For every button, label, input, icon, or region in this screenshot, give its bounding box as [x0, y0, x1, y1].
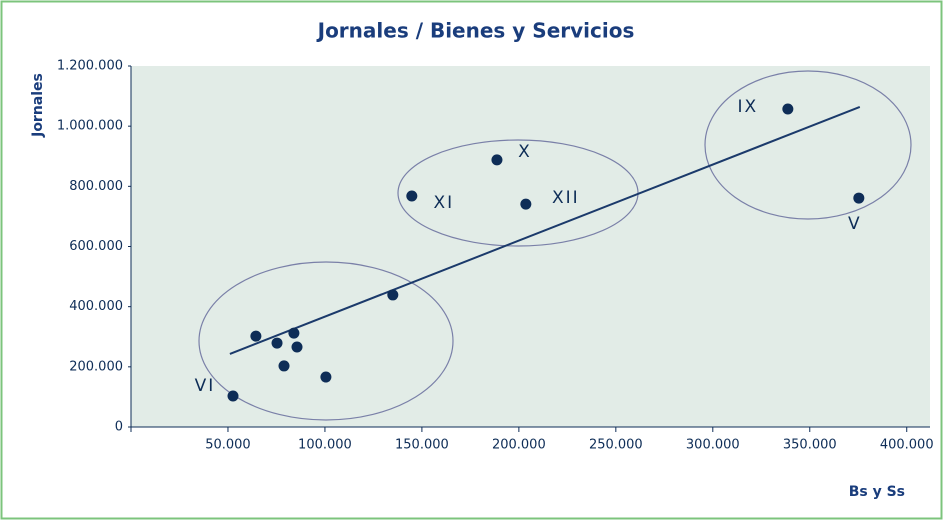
point-label: XII: [552, 188, 580, 208]
y-tick-label: 400.000: [69, 299, 123, 314]
y-tick-label: 200.000: [69, 359, 123, 374]
point: [520, 198, 532, 210]
y-tick-label: 800.000: [69, 179, 123, 194]
plot-area: [131, 66, 930, 427]
point: [387, 289, 399, 301]
x-tick-label: 250.000: [589, 438, 643, 453]
point: [271, 337, 283, 349]
x-tick-label: 350.000: [783, 438, 837, 453]
y-tick-label: 1.200.000: [57, 59, 123, 74]
y-axis-label: Jornales: [30, 73, 46, 138]
point: [853, 192, 865, 204]
point: [227, 390, 239, 402]
trend-line: [229, 105, 861, 355]
point: [250, 330, 262, 342]
point: [406, 190, 418, 202]
point-label: V: [848, 214, 862, 234]
point: [782, 103, 794, 115]
x-tick-label: 400.000: [880, 438, 934, 453]
x-tick-label: 300.000: [686, 438, 740, 453]
y-tick-label: 1.000.000: [57, 119, 123, 134]
point-label: VI: [195, 376, 216, 396]
x-axis-label: Bs y Ss: [849, 484, 905, 500]
x-tick-label: 100.000: [298, 438, 352, 453]
point: [288, 327, 300, 339]
point: [278, 360, 290, 372]
y-tick-label: 0: [115, 420, 123, 435]
point-label: X: [518, 142, 532, 162]
point: [291, 341, 303, 353]
chart-title: Jornales / Bienes y Servicios: [316, 19, 635, 43]
group-ellipse: [198, 261, 454, 421]
group-ellipse: [704, 70, 912, 220]
x-tick-label: 150.000: [395, 438, 449, 453]
point-label: XI: [433, 193, 454, 213]
x-tick-label: 50.000: [205, 438, 251, 453]
point: [320, 371, 332, 383]
point: [491, 154, 503, 166]
point-label: IX: [738, 97, 759, 117]
x-tick-label: 200.000: [492, 438, 546, 453]
y-tick-label: 600.000: [69, 239, 123, 254]
